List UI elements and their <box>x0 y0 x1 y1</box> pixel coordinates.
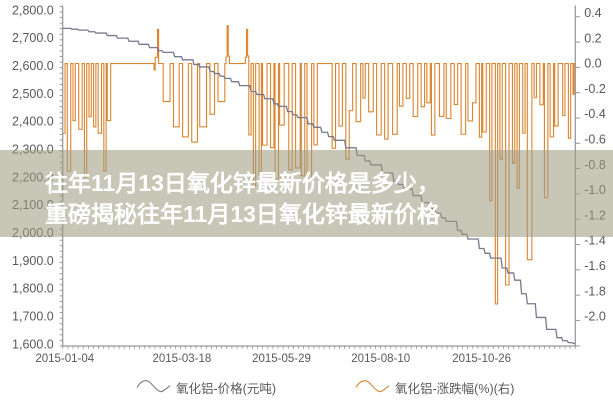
svg-text:氧化铝-价格(元吨): 氧化铝-价格(元吨) <box>176 381 276 396</box>
svg-text:2,400.0: 2,400.0 <box>12 115 54 129</box>
svg-text:2015-05-29: 2015-05-29 <box>252 353 311 365</box>
svg-text:0.4: 0.4 <box>584 6 601 20</box>
svg-text:1,800.0: 1,800.0 <box>12 282 54 296</box>
svg-text:2015-03-18: 2015-03-18 <box>152 353 211 365</box>
svg-text:1,700.0: 1,700.0 <box>12 309 54 323</box>
svg-text:-2.0: -2.0 <box>584 310 606 324</box>
svg-text:2015-08-10: 2015-08-10 <box>351 353 410 365</box>
svg-text:2,700.0: 2,700.0 <box>12 31 54 45</box>
svg-text:2015-01-04: 2015-01-04 <box>35 353 94 365</box>
svg-text:1,600.0: 1,600.0 <box>12 337 54 351</box>
svg-text:2,600.0: 2,600.0 <box>12 59 54 73</box>
svg-text:0.0: 0.0 <box>584 57 601 71</box>
svg-text:2015-10-26: 2015-10-26 <box>452 353 511 365</box>
svg-text:-0.6: -0.6 <box>584 133 606 147</box>
svg-text:1,900.0: 1,900.0 <box>12 254 54 268</box>
svg-text:-0.4: -0.4 <box>584 107 606 121</box>
svg-text:0.2: 0.2 <box>584 31 601 45</box>
svg-text:2,500.0: 2,500.0 <box>12 87 54 101</box>
svg-text:2,800.0: 2,800.0 <box>12 3 54 17</box>
svg-text:-1.8: -1.8 <box>584 284 606 298</box>
svg-text:氧化铝-涨跌幅(%)(右): 氧化铝-涨跌幅(%)(右) <box>395 381 514 396</box>
svg-text:-1.6: -1.6 <box>584 259 606 273</box>
svg-text:-0.2: -0.2 <box>584 82 606 96</box>
